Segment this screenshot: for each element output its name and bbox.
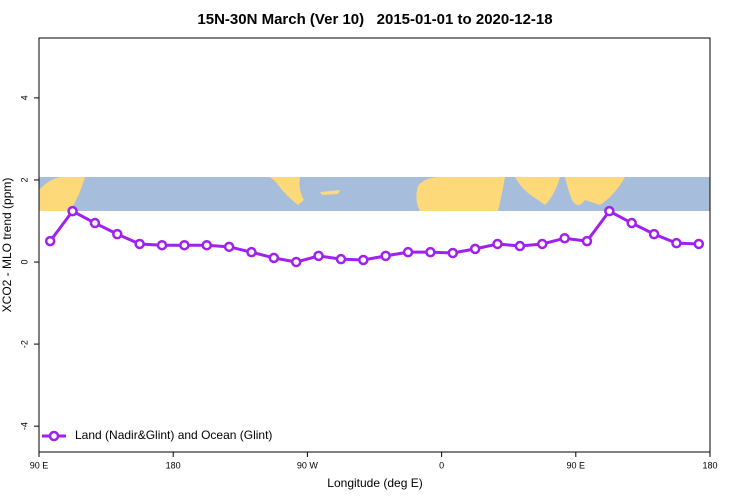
point — [67, 205, 78, 217]
point — [648, 228, 660, 240]
plot-frame — [38, 37, 711, 453]
point — [358, 254, 369, 266]
point — [313, 250, 324, 262]
x-tick-label: 180 — [702, 460, 717, 470]
point — [402, 246, 414, 258]
point — [693, 238, 705, 250]
x-tick-label: 90 E — [567, 460, 586, 470]
point — [246, 246, 257, 258]
x-tick-label: 90 W — [297, 460, 319, 470]
point — [581, 235, 593, 247]
x-tick-label: 180 — [166, 460, 181, 470]
point — [425, 246, 436, 258]
chart-title: 15N-30N March (Ver 10) 2015-01-01 to 202… — [197, 11, 552, 28]
x-tick-label: 90 E — [30, 460, 49, 470]
point — [223, 241, 235, 253]
y-tick-label: 0 — [19, 260, 29, 265]
legend-marker — [48, 430, 60, 442]
point — [447, 247, 459, 259]
point — [179, 239, 190, 251]
legend-label: Land (Nadir&Glint) and Ocean (Glint) — [75, 428, 272, 442]
y-tick-label: -4 — [19, 422, 29, 430]
point — [604, 205, 615, 217]
point — [469, 243, 481, 255]
y-tick-label: 2 — [19, 177, 29, 182]
x-tick-label: 0 — [439, 460, 444, 470]
point — [335, 253, 347, 265]
point — [112, 228, 123, 240]
point — [201, 239, 212, 251]
map-strip — [39, 177, 710, 211]
y-axis-label: XCO2 - MLO trend (ppm) — [0, 178, 14, 313]
point — [514, 240, 526, 252]
point — [156, 239, 168, 251]
point — [290, 256, 302, 268]
point — [671, 237, 682, 249]
point — [537, 238, 548, 250]
point — [559, 232, 570, 244]
series-line — [48, 209, 699, 264]
point — [380, 250, 391, 262]
y-tick-label: 4 — [19, 95, 29, 100]
point — [626, 217, 637, 229]
point — [134, 238, 145, 250]
point — [89, 217, 101, 229]
x-axis-label: Longitude (deg E) — [327, 476, 422, 490]
point — [492, 238, 503, 250]
point — [268, 252, 280, 264]
y-tick-label: -2 — [19, 340, 29, 348]
point — [44, 235, 56, 247]
